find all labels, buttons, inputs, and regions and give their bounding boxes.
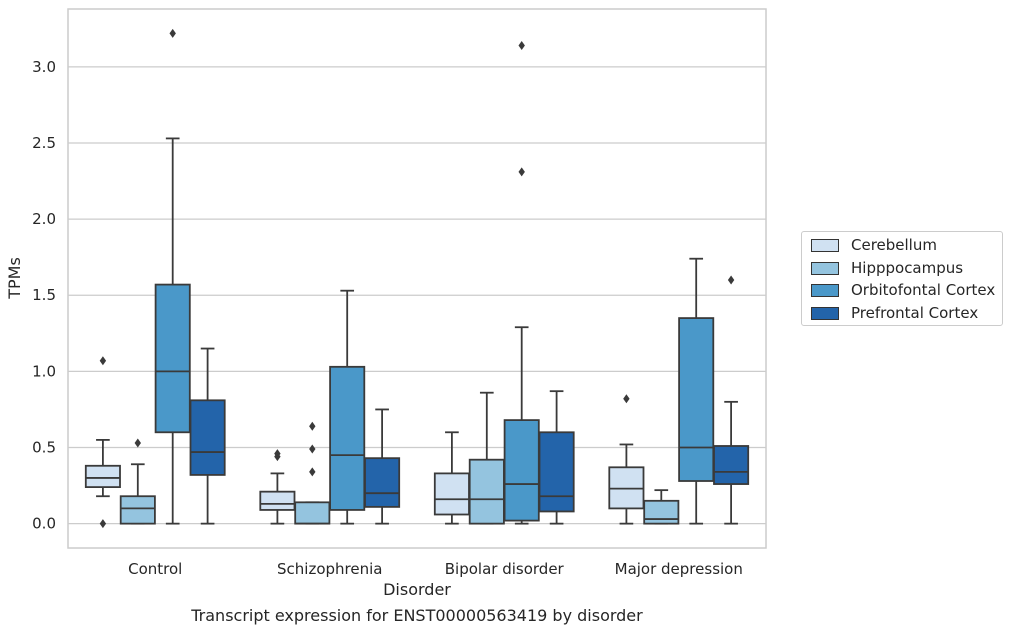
outlier-point <box>309 421 316 431</box>
y-tick-label: 2.0 <box>32 210 56 228</box>
box-iqr <box>433 472 470 516</box>
legend-swatch <box>811 238 839 252</box>
x-tick-label: Schizophrenia <box>277 560 382 578</box>
y-tick-label: 3.0 <box>32 58 56 76</box>
outlier-point <box>134 438 141 448</box>
box-2-1 <box>468 391 505 525</box>
outlier-point <box>274 449 281 459</box>
legend-item-orbitofrontal-cortex: Orbitofontal Cortex <box>811 281 995 299</box>
legend-item-cerebellum: Cerebellum <box>811 236 937 254</box>
box-iqr <box>189 399 226 476</box>
box-iqr <box>119 495 156 525</box>
legend-swatch <box>811 283 839 297</box>
box-1-0 <box>259 449 296 525</box>
box-0-0 <box>84 356 121 529</box>
box-iqr <box>468 458 505 525</box>
legend-item-hippocampus: Hipppocampus <box>811 259 963 277</box>
legend-swatch <box>811 306 839 320</box>
y-tick-label: 0.0 <box>32 515 56 533</box>
x-tick-label: Control <box>128 560 182 578</box>
outlier-point <box>727 275 735 285</box>
box-1-1 <box>294 421 331 525</box>
outlier-point <box>518 41 525 51</box>
outlier-point <box>309 467 316 477</box>
box-1-3 <box>364 408 401 525</box>
y-tick-label: 2.5 <box>32 134 56 152</box>
box-2-3 <box>538 390 575 525</box>
box-iqr <box>294 501 331 525</box>
box-0-1 <box>119 438 156 525</box>
box-iqr <box>329 365 366 511</box>
box-iqr <box>503 419 540 522</box>
box-3-0 <box>608 394 645 525</box>
box-3-2 <box>678 257 715 525</box>
legend-label: Cerebellum <box>851 236 937 254</box>
y-tick-label: 1.0 <box>32 362 56 380</box>
box-plots <box>84 28 750 529</box>
x-axis-ticks: Control Schizophrenia Bipolar disorder Majo… <box>128 560 743 578</box>
x-axis-title: Disorder <box>383 580 451 599</box>
outlier-point <box>623 394 630 404</box>
y-axis-title: TPMs <box>5 257 24 300</box>
y-axis-ticks: 0.0 0.5 1.0 1.5 2.0 2.5 3.0 <box>32 58 56 533</box>
box-iqr <box>364 457 401 508</box>
box-0-2 <box>154 28 191 525</box>
figure-caption: Transcript expression for ENST0000056341… <box>191 606 643 625</box>
legend-item-prefrontal-cortex: Prefrontal Cortex <box>811 304 978 322</box>
box-3-1 <box>643 489 680 525</box>
legend-swatch <box>811 261 839 275</box>
outlier-point <box>169 28 176 38</box>
box-1-2 <box>329 289 366 525</box>
x-tick-label: Major depression <box>615 560 743 578</box>
box-2-2 <box>503 41 540 525</box>
box-iqr <box>678 317 715 482</box>
box-iqr <box>538 431 575 513</box>
outlier-point <box>518 167 525 177</box>
legend: Cerebellum Hipppocampus Orbitofontal Cor… <box>801 231 1003 326</box>
legend-label: Orbitofontal Cortex <box>851 281 996 299</box>
outlier-point <box>309 444 316 454</box>
plot-frame <box>67 8 767 549</box>
legend-label: Prefrontal Cortex <box>851 304 979 322</box>
box-iqr <box>84 464 121 488</box>
y-tick-label: 0.5 <box>32 439 56 457</box>
box-iqr <box>154 283 191 434</box>
box-2-0 <box>433 431 470 525</box>
y-tick-label: 1.5 <box>32 286 56 304</box>
box-iqr <box>259 490 296 511</box>
outlier-point <box>99 519 107 529</box>
box-0-3 <box>189 347 226 525</box>
box-iqr <box>713 445 750 485</box>
outlier-point <box>99 356 107 366</box>
box-3-3 <box>713 275 750 525</box>
legend-label: Hipppocampus <box>851 259 964 277</box>
box-iqr <box>643 499 680 525</box>
x-tick-label: Bipolar disorder <box>445 560 565 578</box>
